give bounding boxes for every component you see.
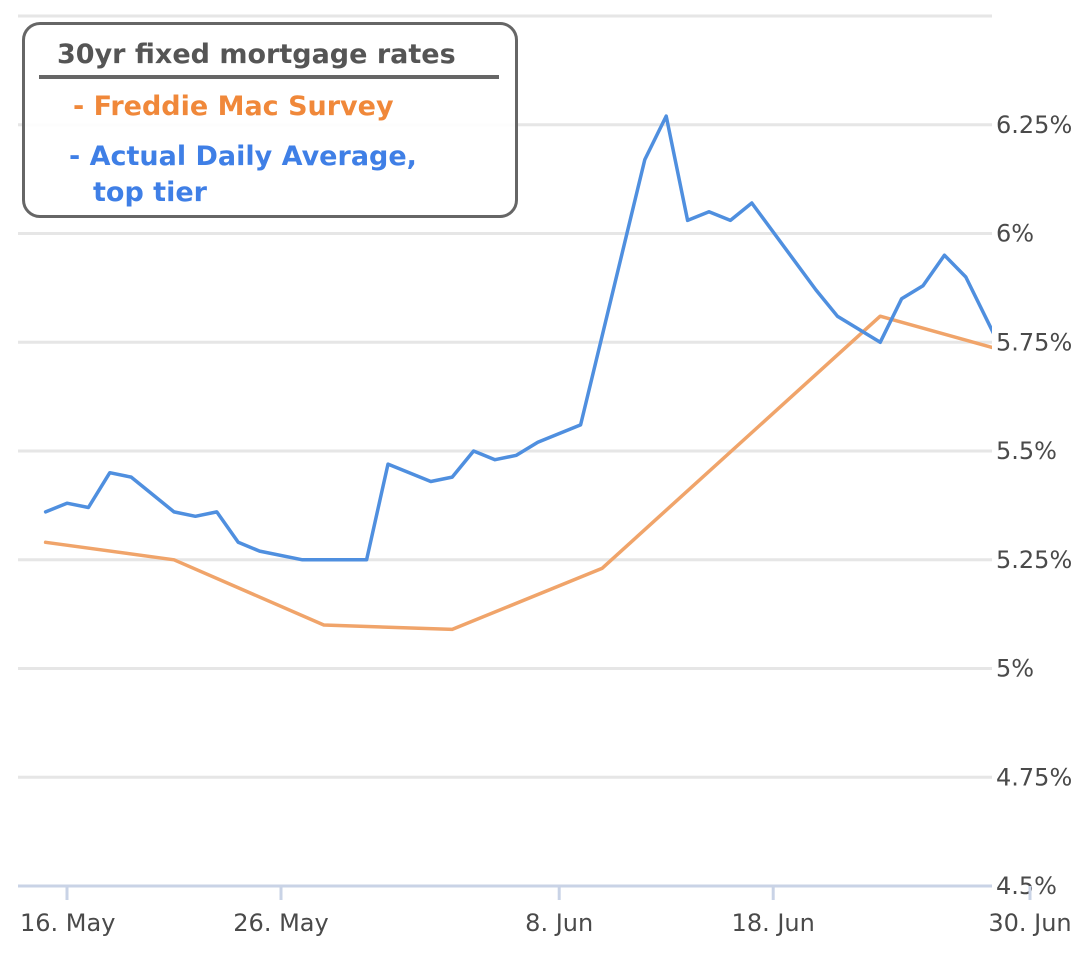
x-tick-label: 16. May xyxy=(20,909,115,937)
x-tick-label: 18. Jun xyxy=(732,909,815,937)
x-tick-label: 8. Jun xyxy=(525,909,593,937)
y-tick-label: 6% xyxy=(996,220,1034,248)
x-axis-ticks: 16. May 26. May 8. Jun 18. Jun 30. Jun xyxy=(20,886,1072,937)
series-lines xyxy=(43,114,992,632)
legend: 30yr fixed mortgage rates - Freddie Mac … xyxy=(22,22,518,218)
legend-label-daily-average: - Actual Daily Average, xyxy=(69,141,417,172)
x-tick-label: 30. Jun xyxy=(988,909,1071,937)
y-tick-label: 5% xyxy=(996,655,1034,683)
legend-label-daily-average-line2: top tier xyxy=(93,177,207,208)
y-tick-label: 4.5% xyxy=(996,872,1057,900)
y-axis-labels: 4.5% 4.75% 5% 5.25% 5.5% 5.75% 6% 6.25% xyxy=(996,111,1072,900)
y-tick-label: 5.25% xyxy=(996,546,1072,574)
freddie-mac-line xyxy=(43,314,992,632)
y-tick-label: 5.75% xyxy=(996,328,1072,356)
legend-title: 30yr fixed mortgage rates xyxy=(57,39,456,70)
daily-average-line xyxy=(43,114,992,562)
x-tick-label: 26. May xyxy=(233,909,328,937)
legend-item-daily-average[interactable]: - Actual Daily Average, top tier xyxy=(69,139,417,211)
legend-divider xyxy=(39,75,499,79)
y-tick-label: 4.75% xyxy=(996,763,1072,791)
y-tick-label: 5.5% xyxy=(996,437,1057,465)
legend-label-freddie-mac: - Freddie Mac Survey xyxy=(73,91,394,122)
y-tick-label: 6.25% xyxy=(996,111,1072,139)
legend-item-freddie-mac[interactable]: - Freddie Mac Survey xyxy=(73,89,394,125)
